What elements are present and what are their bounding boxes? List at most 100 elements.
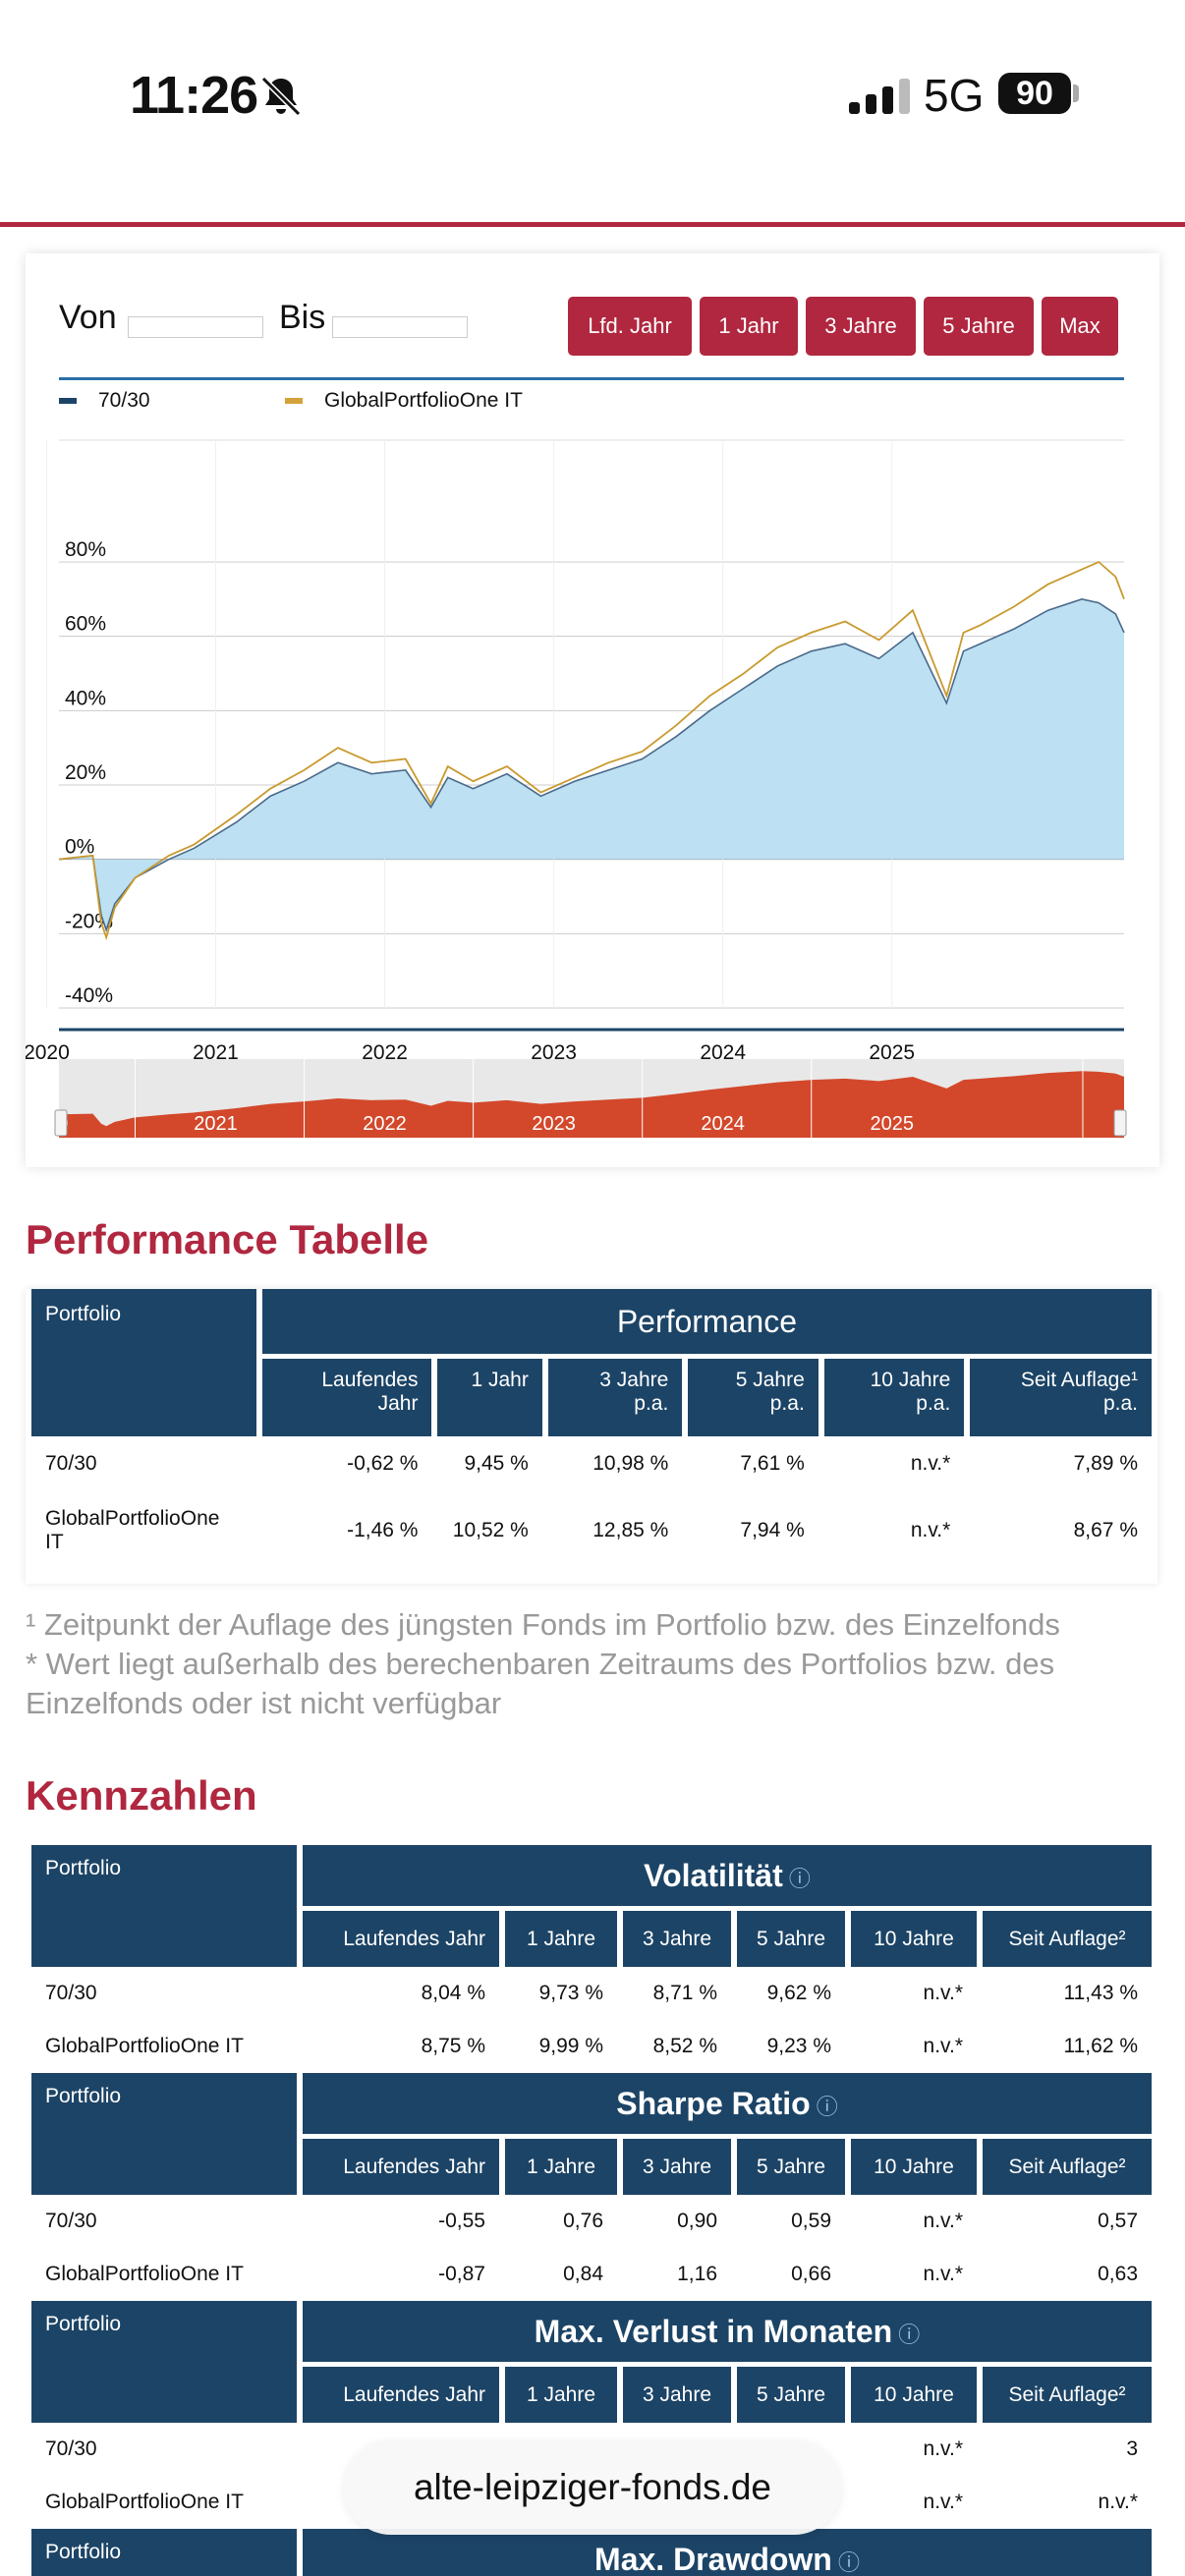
y-tick-label: 40% [65,687,106,709]
chart-card: Von Bis Lfd. Jahr 1 Jahr 3 Jahre 5 Jahre… [26,253,1159,1167]
navigator-label: 2023 [532,1113,576,1135]
kennzahl-group-header: Max. Drawdown ⓘ [303,2529,1152,2576]
row-value: -0,55 [438,2210,485,2232]
navigator-area [59,1071,1124,1138]
series-area-70-30 [59,598,1124,930]
legend-item-globalportfolioone[interactable]: GlobalPortfolioOne IT [285,389,523,413]
legend-swatch-icon [285,398,303,404]
column-header: Laufendes Jahr [303,1906,499,1967]
row-value: 10,52 % [452,1519,529,1541]
row-portfolio-name: GlobalPortfolioOne IT [45,1507,220,1553]
row-value: n.v.* [910,1452,951,1475]
row-portfolio-name: 70/30 [45,1452,97,1475]
column-header: 3 Jahre p.a. [547,1354,683,1436]
column-header: Seit Auflage¹ p.a. [970,1354,1152,1436]
portfolio-header: Portfolio [31,1289,256,1436]
row-value: 11,62 % [1063,2035,1139,2057]
x-tick-label: 2021 [193,1041,239,1064]
row-value: 12,85 % [592,1519,669,1541]
row-value: 0,76 [563,2210,603,2232]
kennzahl-title: Volatilität [644,1857,783,1893]
row-value: 11,43 % [1063,1982,1139,2004]
row-value: 9,45 % [464,1452,529,1475]
row-value: n.v.* [923,2263,963,2285]
row-value: 7,89 % [1073,1452,1138,1475]
info-icon[interactable]: ⓘ [782,1866,811,1891]
navigator-handle-left[interactable] [54,1109,68,1137]
range-button-5-jahre[interactable]: 5 Jahre [924,297,1034,356]
row-value: n.v.* [1098,2491,1138,2513]
column-header: 5 Jahre [737,2362,845,2423]
row-value: 8,04 % [421,1982,485,2004]
y-tick-label: 60% [65,613,106,636]
footnote-2: * Wert liegt außerhalb des berechenbaren… [26,1647,1055,1720]
navigator-label: 2021 [194,1113,238,1135]
range-button-1-jahr[interactable]: 1 Jahr [700,297,798,356]
footnote-1: ¹ Zeitpunkt der Auflage des jüngsten Fon… [26,1607,1060,1642]
y-tick-label: -40% [65,984,113,1007]
kennzahl-group-header: Max. Verlust in Monaten ⓘ [303,2301,1152,2362]
bis-date-input[interactable] [332,316,468,338]
table-row: GlobalPortfolioOne IT n.v.* n.v.* [31,2476,1152,2529]
status-time: 11:26 [130,66,258,125]
row-value: 7,94 % [740,1519,805,1541]
x-tick-label: 2024 [700,1041,746,1064]
column-header: Seit Auflage² [983,2362,1152,2423]
row-value: 9,73 % [538,1982,603,2004]
x-tick-label: 2020 [26,1041,70,1064]
kennzahlen-table: Portfolio Max. Verlust in Monaten ⓘ Laufen… [26,2301,1157,2529]
info-icon[interactable]: ⓘ [831,2549,860,2575]
row-value: 8,67 % [1073,1519,1138,1541]
row-value: 0,63 [1098,2263,1138,2285]
column-header: 1 Jahr [437,1354,542,1436]
performance-chart[interactable]: 80%60%40%20%0%-20%-40%2020 2021 2022 2023 20… [26,253,1159,1167]
row-value: n.v.* [923,2491,963,2513]
table-row: 70/30 -0,55 0,76 0,90 0,59 n.v.* 0,57 [31,2195,1152,2248]
series-line-globalportfolioone [58,560,1125,941]
footnotes: ¹ Zeitpunkt der Auflage des jüngsten Fon… [26,1605,1156,1723]
table-row: 70/30 -0,62 % 9,45 % 10,98 % 7,61 % n.v.* 7,89… [31,1436,1152,1491]
range-button-lfd-jahr[interactable]: Lfd. Jahr [568,297,692,356]
row-value: -0,87 [438,2263,485,2285]
row-value: 8,75 % [421,2035,485,2057]
kennzahl-title: Sharpe Ratio [616,2085,811,2121]
row-portfolio-name: 70/30 [45,2210,97,2232]
row-value: 8,71 % [652,1982,717,2004]
x-tick-label: 2022 [362,1041,408,1064]
performance-table: Portfolio Performance Laufendes Jahr 1 Jahr… [26,1289,1157,1584]
y-tick-label: 80% [65,538,106,561]
row-value: -1,46 % [347,1519,419,1541]
table-row: GlobalPortfolioOne IT -1,46 % 10,52 % 12,85… [31,1491,1152,1570]
column-header: 10 Jahre [851,1906,977,1967]
info-icon[interactable]: ⓘ [892,2322,921,2347]
network-type: 5G [924,70,985,121]
y-tick-label: 20% [65,761,106,784]
navigator-label: 2022 [363,1113,407,1135]
portfolio-header: Portfolio [31,1845,297,1967]
row-value: n.v.* [923,2035,963,2057]
column-header: Seit Auflage² [983,2134,1152,2195]
battery-tip [1073,84,1079,102]
navigator-handle-right[interactable] [1113,1109,1127,1137]
von-date-input[interactable] [128,316,263,338]
legend-item-70-30[interactable]: 70/30 [59,389,150,413]
browser-url-bar[interactable]: alte-leipziger-fonds.de [344,2440,841,2535]
row-portfolio-name: 70/30 [45,1982,97,2004]
column-header: 5 Jahre p.a. [688,1354,818,1436]
table-row: 70/30 8,04 % 9,73 % 8,71 % 9,62 % n.v.* 11,43 … [31,1967,1152,2020]
header-divider [0,222,1185,227]
range-button-3-jahre[interactable]: 3 Jahre [806,297,916,356]
row-value: n.v.* [923,2210,963,2232]
row-portfolio-name: GlobalPortfolioOne IT [45,2491,244,2513]
kennzahl-group-header: Volatilität ⓘ [303,1845,1152,1906]
performance-group-header: Performance [261,1289,1152,1354]
range-button-max[interactable]: Max [1042,297,1118,356]
row-portfolio-name: 70/30 [45,2437,97,2460]
kennzahl-group-header: Sharpe Ratio ⓘ [303,2073,1152,2134]
column-header: Laufendes Jahr [261,1354,432,1436]
legend-label: 70/30 [98,389,150,412]
row-value: 0,90 [677,2210,717,2232]
info-icon[interactable]: ⓘ [810,2094,838,2119]
row-value: n.v.* [923,2437,963,2460]
signal-strength-icon [849,79,910,114]
